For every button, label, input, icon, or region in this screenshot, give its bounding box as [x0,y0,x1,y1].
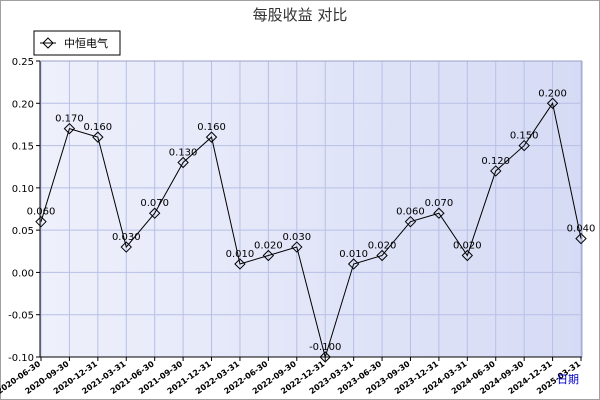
data-point [148,207,161,219]
y-tick-label: -0.05 [8,311,34,322]
data-label: 0.070 [425,198,454,209]
data-label: -0.100 [309,342,341,353]
data-label: 0.160 [197,122,226,133]
data-label: 0.010 [226,249,255,260]
legend-diamond-marker [42,37,54,49]
legend-series-label: 中恒电气 [64,36,108,50]
data-label: 0.130 [169,147,198,158]
y-tick-label: 0.00 [12,268,34,279]
y-tick-label: -0.10 [8,353,34,364]
y-tick-label: 0.05 [12,226,34,237]
data-point [262,249,275,262]
plot-area [40,61,582,357]
chart-title: 每股收益 对比 [253,6,348,24]
data-point [433,207,445,219]
data-point [291,241,303,253]
data-label: 0.150 [510,131,539,142]
data-label: 0.030 [282,232,311,243]
data-point [490,165,502,177]
data-point [404,215,417,228]
y-tick-label: 0.25 [12,57,34,68]
data-label: 0.040 [567,224,596,235]
legend: 中恒电气 [33,30,121,56]
data-label: 0.060 [396,207,425,218]
y-tick-label: 0.20 [12,99,34,110]
data-point [120,241,132,253]
data-label: 0.160 [84,122,113,133]
data-label: 0.200 [538,88,567,99]
data-point [63,122,76,135]
data-point [575,232,587,245]
data-label: 0.030 [112,232,141,243]
data-label: 0.020 [368,241,397,252]
data-point [546,97,559,109]
data-label: 0.020 [254,241,283,252]
data-point [35,215,47,228]
x-axis-title: 日期 [557,373,579,386]
data-label: 0.070 [140,198,169,209]
data-label: 0.120 [481,156,510,167]
data-point [234,258,246,270]
data-point [518,139,530,152]
data-label: 0.010 [339,249,368,260]
data-point [319,351,331,363]
data-point [461,249,474,262]
y-tick-label: 0.15 [12,142,34,153]
series-line [40,102,582,359]
data-label: 0.020 [453,241,482,252]
data-point [92,131,104,143]
data-label: 0.060 [27,207,56,218]
data-point [347,258,360,270]
data-point [376,249,388,262]
data-label: 0.170 [55,114,84,125]
data-point [205,131,218,143]
y-tick-label: 0.10 [12,184,34,195]
data-point [177,156,189,169]
